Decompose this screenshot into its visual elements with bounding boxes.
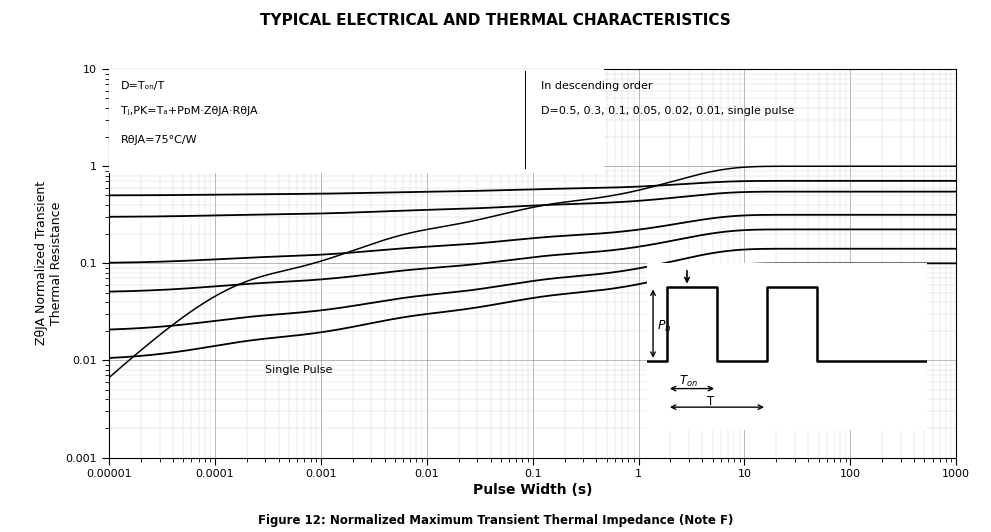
Text: In descending order: In descending order	[541, 81, 652, 92]
Text: TYPICAL ELECTRICAL AND THERMAL CHARACTERISTICS: TYPICAL ELECTRICAL AND THERMAL CHARACTER…	[260, 13, 731, 28]
Text: Figure 12: Normalized Maximum Transient Thermal Impedance (Note F): Figure 12: Normalized Maximum Transient …	[258, 514, 733, 527]
Bar	[109, 69, 604, 173]
X-axis label: Pulse Width (s): Pulse Width (s)	[473, 484, 593, 497]
Y-axis label: ZθJA Normalized Transient
Thermal Resistance: ZθJA Normalized Transient Thermal Resist…	[35, 181, 62, 345]
Text: D=Tₒₙ/T: D=Tₒₙ/T	[121, 81, 165, 92]
Text: Single Pulse: Single Pulse	[266, 364, 333, 375]
Text: Tⱼ,PK=Tₐ+PᴅM·ZθJA·RθJA: Tⱼ,PK=Tₐ+PᴅM·ZθJA·RθJA	[121, 106, 258, 116]
Text: D=0.5, 0.3, 0.1, 0.05, 0.02, 0.01, single pulse: D=0.5, 0.3, 0.1, 0.05, 0.02, 0.01, singl…	[541, 106, 795, 116]
Text: RθJA=75°C/W: RθJA=75°C/W	[121, 135, 197, 145]
